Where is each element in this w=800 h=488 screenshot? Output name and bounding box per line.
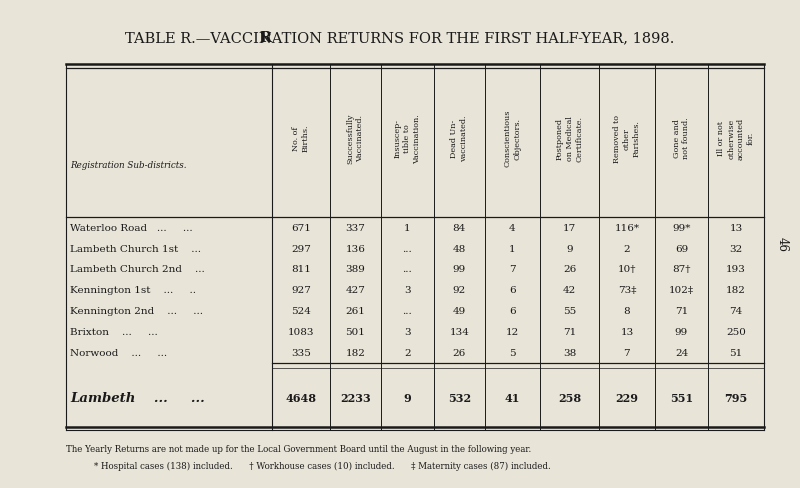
Text: 335: 335 bbox=[291, 348, 311, 358]
Text: 134: 134 bbox=[450, 328, 469, 337]
Text: R: R bbox=[260, 31, 272, 45]
Text: 51: 51 bbox=[730, 348, 742, 358]
Text: 73‡: 73‡ bbox=[618, 286, 636, 295]
Text: 337: 337 bbox=[346, 223, 366, 232]
Text: Conscientious
Objectors.: Conscientious Objectors. bbox=[503, 110, 522, 167]
Text: Kennington 2nd    ...     ...: Kennington 2nd ... ... bbox=[70, 307, 203, 316]
Text: 74: 74 bbox=[730, 307, 742, 316]
Text: Registration Sub-districts.: Registration Sub-districts. bbox=[70, 161, 187, 170]
Text: ...: ... bbox=[402, 265, 412, 274]
Text: 6: 6 bbox=[509, 286, 516, 295]
Text: 26: 26 bbox=[563, 265, 576, 274]
Text: 71: 71 bbox=[675, 307, 688, 316]
Text: Ill or not
otherwise
accounted
for.: Ill or not otherwise accounted for. bbox=[718, 117, 754, 160]
Text: Norwood    ...     ...: Norwood ... ... bbox=[70, 348, 167, 358]
Text: 55: 55 bbox=[563, 307, 576, 316]
Text: 2: 2 bbox=[624, 244, 630, 253]
Text: 87†: 87† bbox=[672, 265, 690, 274]
Text: 389: 389 bbox=[346, 265, 366, 274]
Text: Postponed
on Medical
Certificate.: Postponed on Medical Certificate. bbox=[556, 115, 583, 162]
Text: 182: 182 bbox=[726, 286, 746, 295]
Text: 3: 3 bbox=[404, 286, 410, 295]
Text: 551: 551 bbox=[670, 392, 693, 403]
Text: Removed to
other
Parishes.: Removed to other Parishes. bbox=[613, 114, 641, 163]
Text: Insuscep-
tible to
Vaccination.: Insuscep- tible to Vaccination. bbox=[394, 114, 421, 163]
Text: 49: 49 bbox=[453, 307, 466, 316]
Text: 297: 297 bbox=[291, 244, 311, 253]
Text: 250: 250 bbox=[726, 328, 746, 337]
Text: Kennington 1st    ...     ..: Kennington 1st ... .. bbox=[70, 286, 197, 295]
Text: 9: 9 bbox=[566, 244, 573, 253]
Text: 84: 84 bbox=[453, 223, 466, 232]
Text: 99*: 99* bbox=[672, 223, 690, 232]
Text: ...: ... bbox=[402, 307, 412, 316]
Text: 99: 99 bbox=[453, 265, 466, 274]
Text: 532: 532 bbox=[448, 392, 471, 403]
Text: 12: 12 bbox=[506, 328, 519, 337]
Text: 671: 671 bbox=[291, 223, 311, 232]
Text: 2: 2 bbox=[404, 348, 410, 358]
Text: 1083: 1083 bbox=[288, 328, 314, 337]
Text: 4648: 4648 bbox=[286, 392, 317, 403]
Text: 261: 261 bbox=[346, 307, 366, 316]
Text: 427: 427 bbox=[346, 286, 366, 295]
Text: 92: 92 bbox=[453, 286, 466, 295]
Text: Dead Un-
vaccinated.: Dead Un- vaccinated. bbox=[450, 115, 468, 162]
Text: * Hospital cases (138) included.      † Workhouse cases (10) included.      ‡ Ma: * Hospital cases (138) included. † Workh… bbox=[94, 461, 550, 470]
Text: 3: 3 bbox=[404, 328, 410, 337]
Text: The Yearly Returns are not made up for the Local Government Board until the Augu: The Yearly Returns are not made up for t… bbox=[66, 445, 531, 453]
Text: 2233: 2233 bbox=[340, 392, 371, 403]
Text: 1: 1 bbox=[404, 223, 410, 232]
Text: TABLE R.—VACCINATION RETURNS FOR THE FIRST HALF-YEAR, 1898.: TABLE R.—VACCINATION RETURNS FOR THE FIR… bbox=[126, 31, 674, 45]
Text: 229: 229 bbox=[615, 392, 638, 403]
Text: 99: 99 bbox=[675, 328, 688, 337]
Text: 102‡: 102‡ bbox=[669, 286, 694, 295]
Text: TABLE R.—VACCINATION RETURNS FOR THE FIRST HALF-YEAR, 1898.: TABLE R.—VACCINATION RETURNS FOR THE FIR… bbox=[126, 31, 674, 45]
Text: 10†: 10† bbox=[618, 265, 636, 274]
Text: 258: 258 bbox=[558, 392, 582, 403]
Text: Gone and
not found.: Gone and not found. bbox=[673, 118, 690, 159]
Text: 26: 26 bbox=[453, 348, 466, 358]
Text: 1: 1 bbox=[509, 244, 516, 253]
Text: ...: ... bbox=[402, 244, 412, 253]
Text: 136: 136 bbox=[346, 244, 366, 253]
Text: 46: 46 bbox=[776, 237, 789, 251]
Text: Lambeth Church 2nd    ...: Lambeth Church 2nd ... bbox=[70, 265, 205, 274]
Text: 13: 13 bbox=[730, 223, 742, 232]
Text: Brixton    ...     ...: Brixton ... ... bbox=[70, 328, 158, 337]
Text: 38: 38 bbox=[563, 348, 576, 358]
Text: 48: 48 bbox=[453, 244, 466, 253]
Text: Lambeth    ...     ...: Lambeth ... ... bbox=[70, 391, 205, 404]
Text: 69: 69 bbox=[675, 244, 688, 253]
Text: 13: 13 bbox=[620, 328, 634, 337]
Text: 7: 7 bbox=[624, 348, 630, 358]
Text: 6: 6 bbox=[509, 307, 516, 316]
Text: 4: 4 bbox=[509, 223, 516, 232]
Text: Waterloo Road   ...     ...: Waterloo Road ... ... bbox=[70, 223, 193, 232]
Text: 9: 9 bbox=[403, 392, 411, 403]
Text: 501: 501 bbox=[346, 328, 366, 337]
Text: 32: 32 bbox=[730, 244, 742, 253]
Text: Successfully
Vaccinated.: Successfully Vaccinated. bbox=[346, 113, 364, 163]
Text: 8: 8 bbox=[624, 307, 630, 316]
Text: No. of
Births.: No. of Births. bbox=[292, 124, 310, 152]
Text: 41: 41 bbox=[505, 392, 520, 403]
Text: 795: 795 bbox=[725, 392, 748, 403]
Text: 42: 42 bbox=[563, 286, 576, 295]
Text: 24: 24 bbox=[675, 348, 688, 358]
Text: 7: 7 bbox=[509, 265, 516, 274]
Text: 116*: 116* bbox=[614, 223, 639, 232]
Text: Lambeth Church 1st    ...: Lambeth Church 1st ... bbox=[70, 244, 202, 253]
Text: 524: 524 bbox=[291, 307, 311, 316]
Text: 927: 927 bbox=[291, 286, 311, 295]
Text: 182: 182 bbox=[346, 348, 366, 358]
Text: 811: 811 bbox=[291, 265, 311, 274]
Text: 17: 17 bbox=[563, 223, 576, 232]
Text: 5: 5 bbox=[509, 348, 516, 358]
Text: 71: 71 bbox=[563, 328, 576, 337]
Text: 193: 193 bbox=[726, 265, 746, 274]
